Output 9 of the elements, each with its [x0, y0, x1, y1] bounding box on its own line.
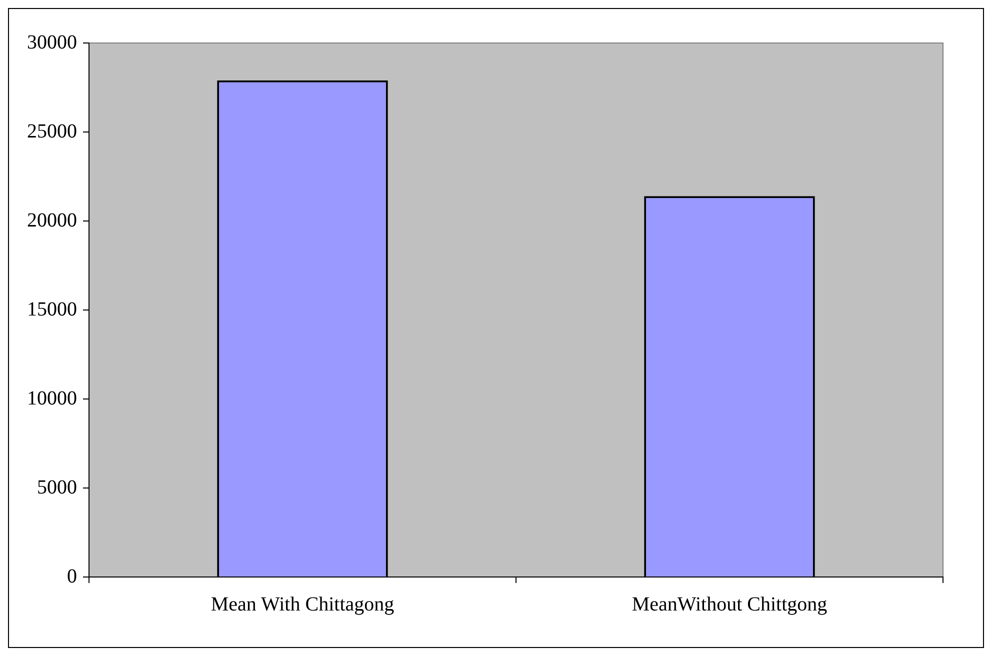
- y-tick-label: 30000: [27, 31, 77, 54]
- x-tick-label: Mean With Chittagong: [210, 593, 394, 616]
- y-tick-label: 5000: [37, 476, 77, 498]
- y-tick-label: 25000: [27, 120, 77, 142]
- y-tick-label: 10000: [27, 387, 77, 410]
- x-tick-label: MeanWithout Chittgong: [632, 593, 828, 616]
- y-tick-label: 15000: [27, 298, 77, 320]
- y-tick-label: 0: [67, 565, 77, 588]
- y-tick-label: 20000: [27, 209, 77, 232]
